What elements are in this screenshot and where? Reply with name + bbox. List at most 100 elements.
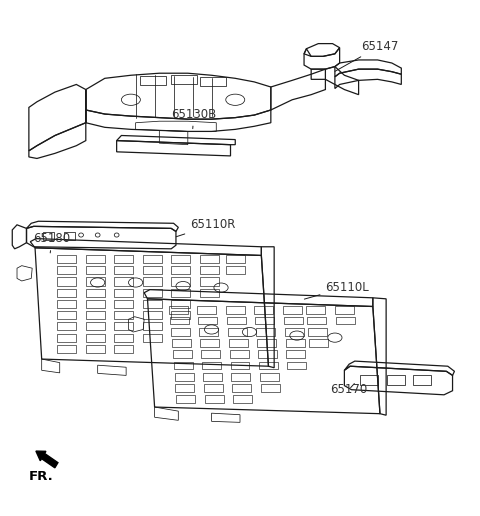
Bar (143, 255, 162, 263)
Bar (86, 288, 105, 297)
Bar (171, 300, 190, 308)
Bar (86, 278, 105, 285)
Bar (387, 376, 405, 384)
Bar (57, 345, 76, 353)
Bar (86, 255, 105, 263)
Bar (143, 278, 162, 285)
Bar (336, 317, 355, 325)
Bar (114, 288, 133, 297)
FancyArrow shape (36, 451, 58, 468)
Bar (288, 362, 306, 369)
Bar (171, 255, 190, 263)
Bar (171, 328, 190, 335)
Bar (143, 311, 162, 319)
Text: 65170: 65170 (330, 383, 367, 396)
Bar (143, 266, 162, 275)
Bar (114, 266, 133, 275)
Bar (57, 300, 76, 308)
Bar (233, 395, 252, 403)
Bar (171, 75, 197, 85)
Bar (57, 255, 76, 263)
Bar (197, 307, 216, 314)
Bar (229, 350, 249, 358)
Bar (173, 350, 192, 358)
Bar (114, 333, 133, 342)
Bar (64, 233, 75, 240)
Bar (413, 376, 431, 384)
Bar (176, 384, 194, 392)
Bar (230, 362, 250, 369)
Bar (57, 266, 76, 275)
Bar (335, 307, 354, 314)
Bar (170, 317, 189, 325)
Bar (171, 278, 190, 285)
Bar (174, 362, 192, 369)
Bar (226, 255, 245, 263)
Text: 65130B: 65130B (171, 107, 216, 128)
Bar (228, 328, 247, 335)
Bar (171, 288, 190, 297)
Bar (255, 317, 274, 325)
Bar (254, 307, 273, 314)
Bar (260, 373, 279, 380)
Bar (226, 266, 245, 275)
Bar (200, 339, 219, 347)
Bar (86, 300, 105, 308)
Bar (57, 333, 76, 342)
Bar (232, 384, 252, 392)
Bar (204, 384, 223, 392)
Bar (143, 333, 162, 342)
Bar (175, 373, 193, 380)
Bar (200, 288, 219, 297)
Bar (86, 266, 105, 275)
Bar (172, 339, 191, 347)
Text: 65110R: 65110R (176, 218, 236, 237)
Bar (200, 266, 219, 275)
Text: 65180: 65180 (34, 232, 71, 253)
Bar (286, 339, 304, 347)
Bar (198, 317, 217, 325)
Bar (57, 311, 76, 319)
Bar (86, 322, 105, 330)
Bar (57, 322, 76, 330)
Bar (114, 255, 133, 263)
Bar (114, 278, 133, 285)
Bar (43, 233, 54, 240)
Bar (284, 317, 302, 325)
Bar (205, 395, 224, 403)
Bar (143, 300, 162, 308)
Bar (143, 322, 162, 330)
Bar (227, 317, 246, 325)
Bar (201, 350, 220, 358)
Bar (114, 322, 133, 330)
Bar (283, 307, 301, 314)
Bar (228, 339, 248, 347)
Bar (306, 307, 325, 314)
Bar (169, 307, 188, 314)
Bar (307, 317, 326, 325)
Text: 65110L: 65110L (304, 281, 369, 299)
Bar (57, 288, 76, 297)
Bar (285, 328, 303, 335)
Bar (171, 266, 190, 275)
Bar (114, 311, 133, 319)
Bar (200, 77, 226, 86)
Bar (86, 333, 105, 342)
Bar (199, 328, 218, 335)
Bar (86, 311, 105, 319)
Bar (143, 288, 162, 297)
Bar (231, 373, 251, 380)
Bar (287, 350, 305, 358)
Bar (140, 76, 167, 86)
Bar (177, 395, 195, 403)
Bar (257, 339, 276, 347)
Bar (261, 384, 280, 392)
Bar (203, 373, 222, 380)
Bar (259, 362, 278, 369)
Bar (360, 376, 378, 384)
Bar (114, 345, 133, 353)
Bar (308, 328, 327, 335)
Bar (114, 300, 133, 308)
Bar (86, 345, 105, 353)
Bar (202, 362, 221, 369)
